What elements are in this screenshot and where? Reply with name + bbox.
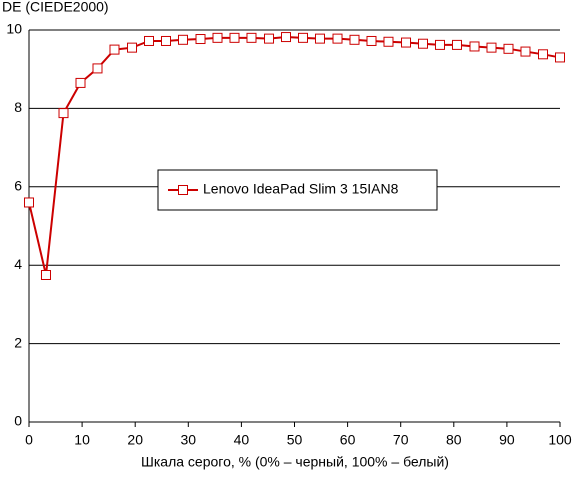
point-marker (127, 42, 138, 53)
point-marker (109, 44, 120, 55)
point-marker (75, 77, 86, 88)
legend-box (157, 169, 438, 211)
point-marker (195, 34, 206, 45)
x-tick-label: 80 (446, 432, 462, 448)
point-marker (160, 35, 171, 46)
y-tick-label: 10 (6, 21, 22, 37)
point-marker (58, 108, 69, 119)
x-tick-label: 40 (234, 432, 250, 448)
x-tick-label: 30 (181, 432, 197, 448)
point-marker (332, 33, 343, 44)
x-tick-label: 60 (340, 432, 356, 448)
point-marker (486, 42, 497, 53)
series-line (28, 36, 561, 276)
x-tick-label: 0 (25, 432, 33, 448)
point-marker (451, 39, 462, 50)
y-tick-label: 8 (14, 99, 22, 115)
point-marker (297, 32, 308, 43)
point-marker (520, 46, 531, 57)
point-marker (229, 32, 240, 43)
y-tick-label: 0 (14, 413, 22, 429)
point-marker (144, 35, 155, 46)
point-marker (281, 32, 292, 43)
point-marker (349, 34, 360, 45)
point-marker (177, 34, 188, 45)
point-marker (401, 37, 412, 48)
x-tick-label: 20 (127, 432, 143, 448)
y-tick-label: 6 (14, 178, 22, 194)
point-marker (40, 270, 51, 280)
point-marker (246, 32, 257, 43)
x-tick-label: 100 (548, 432, 572, 448)
legend-marker (178, 185, 188, 195)
point-marker (469, 41, 480, 52)
point-marker (538, 49, 549, 60)
point-marker (555, 52, 565, 63)
point-marker (212, 32, 223, 43)
point-marker (434, 39, 445, 50)
x-axis-label: Шкала серого, % (0% – черный, 100% – бел… (141, 454, 449, 470)
y-tick-label: 4 (14, 256, 22, 272)
x-tick-label: 50 (287, 432, 303, 448)
point-marker (383, 36, 394, 47)
point-marker (366, 35, 377, 46)
x-tick-label: 70 (393, 432, 409, 448)
y-tick-label: 2 (14, 334, 22, 350)
x-tick-label: 10 (74, 432, 90, 448)
point-marker (314, 33, 325, 44)
legend-label: Lenovo IdeaPad Slim 3 15IAN8 (203, 181, 399, 197)
y-axis-label: DE (CIEDE2000) (2, 0, 109, 15)
point-marker (418, 38, 429, 49)
point-marker (92, 63, 103, 74)
point-marker (264, 33, 275, 44)
x-tick-label: 90 (499, 432, 515, 448)
point-marker (503, 43, 514, 54)
point-marker (24, 197, 34, 208)
legend: Lenovo IdeaPad Slim 3 15IAN8 (157, 169, 438, 211)
